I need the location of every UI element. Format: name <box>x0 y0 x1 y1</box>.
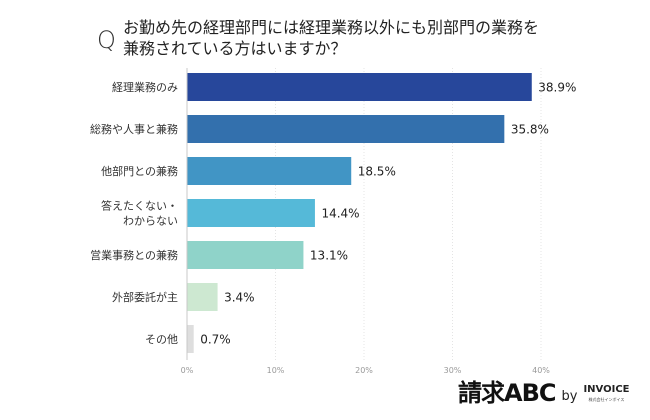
category-label: 外部委託が主 <box>112 290 178 304</box>
category-label: その他 <box>145 333 178 346</box>
bar <box>187 283 218 311</box>
category-label: わからない <box>123 215 178 228</box>
logo-main: 請求ABC <box>458 379 556 407</box>
bar <box>187 325 194 353</box>
category-label: 営業事務との兼務 <box>90 248 178 262</box>
value-label: 13.1% <box>310 249 348 263</box>
bar <box>187 115 505 143</box>
value-label: 38.9% <box>538 81 576 95</box>
x-tick-label: 0% <box>181 366 194 375</box>
x-tick-label: 10% <box>267 366 285 375</box>
chart-title: お勤め先の経理部門には経理業務以外にも別部門の業務を 兼務されている方はいますか… <box>123 17 543 59</box>
logo: 請求ABC by INVOICE 株式会社インボイス <box>458 381 629 405</box>
logo-company-sub: 株式会社インボイス <box>588 397 625 402</box>
value-label: 14.4% <box>321 207 359 221</box>
category-label: 経理業務のみ <box>112 80 178 94</box>
bar <box>187 241 304 269</box>
x-tick-label: 30% <box>444 366 462 375</box>
question-mark: Q <box>97 26 116 54</box>
value-label: 35.8% <box>511 123 549 137</box>
category-label: 総務や人事と兼務 <box>90 122 178 136</box>
x-tick-label: 40% <box>532 366 550 375</box>
logo-company-name: INVOICE <box>583 384 630 395</box>
title-line-2: 兼務されている方はいますか？ <box>123 39 347 58</box>
category-label: 他部門との兼務 <box>101 164 178 178</box>
title-line-1: お勤め先の経理部門には経理業務以外にも別部門の業務を <box>123 18 540 37</box>
bar <box>187 73 532 101</box>
logo-company: INVOICE 株式会社インボイス <box>583 385 629 405</box>
x-tick-label: 20% <box>355 366 373 375</box>
bar <box>187 199 315 227</box>
bar <box>187 157 352 185</box>
category-label: 答えたくない・ <box>101 199 178 213</box>
value-label: 18.5% <box>358 165 396 179</box>
logo-by: by <box>561 389 578 404</box>
value-label: 3.4% <box>224 291 255 305</box>
value-label: 0.7% <box>200 333 231 347</box>
